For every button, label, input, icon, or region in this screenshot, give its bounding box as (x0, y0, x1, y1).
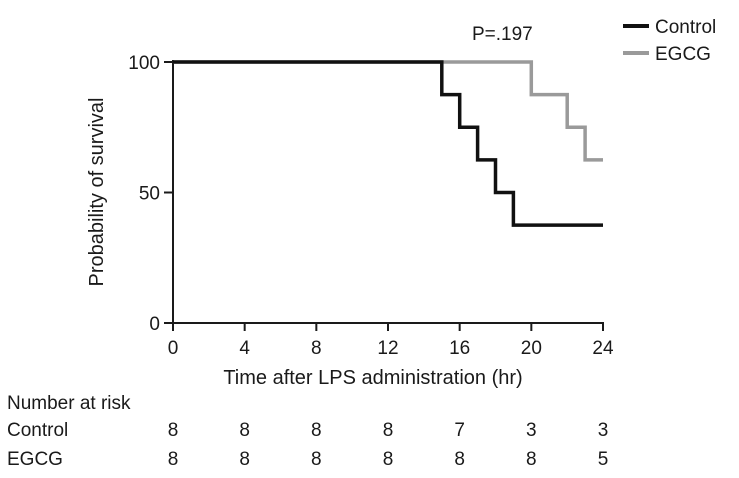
y-tick-label: 0 (149, 314, 160, 335)
risk-table-title: Number at risk (7, 393, 131, 414)
x-tick-label: 16 (449, 338, 470, 359)
risk-cell: 7 (454, 420, 465, 441)
risk-row-label: Control (7, 420, 68, 441)
series-line-egcg (173, 60, 603, 162)
y-tick-label: 100 (128, 53, 160, 74)
y-tick-label: 50 (139, 184, 160, 205)
x-tick-label: 4 (239, 338, 250, 359)
risk-cell: 8 (383, 449, 394, 470)
x-axis-title: Time after LPS administration (hr) (223, 367, 522, 389)
risk-cell: 8 (239, 449, 250, 470)
risk-cell: 8 (311, 449, 322, 470)
y-axis-title: Probability of survival (86, 98, 108, 287)
risk-cell: 8 (311, 420, 322, 441)
x-tick-label: 8 (311, 338, 322, 359)
y-ticks: 0 50 100 (128, 53, 173, 335)
risk-cell: 5 (598, 449, 609, 470)
risk-cell: 8 (239, 420, 250, 441)
axes (172, 60, 604, 324)
risk-row-label: EGCG (7, 449, 63, 470)
p-value-annotation: P=.197 (472, 24, 533, 45)
x-ticks: 0 4 8 12 16 20 24 (168, 323, 614, 359)
legend: Control EGCG (623, 17, 716, 65)
x-tick-label: 0 (168, 338, 179, 359)
legend-label-control: Control (655, 17, 716, 38)
x-tick-label: 20 (521, 338, 542, 359)
x-tick-label: 12 (377, 338, 398, 359)
risk-cell: 8 (383, 420, 394, 441)
risk-cell: 8 (454, 449, 465, 470)
legend-label-egcg: EGCG (655, 44, 711, 65)
risk-cell: 3 (526, 420, 537, 441)
series-layer (173, 60, 603, 227)
risk-cell: 3 (598, 420, 609, 441)
risk-table: Number at risk Control 8 8 8 8 7 3 3 EGCG 8 8 8 8 8 8 5 (7, 393, 608, 470)
risk-cell: 8 (168, 420, 179, 441)
x-tick-label: 24 (592, 338, 614, 359)
series-line-control (173, 60, 603, 227)
risk-cell: 8 (526, 449, 537, 470)
risk-cell: 8 (168, 449, 179, 470)
